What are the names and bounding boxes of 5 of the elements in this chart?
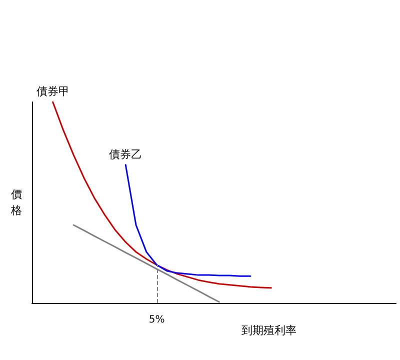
text: 5%: [148, 314, 165, 326]
series-label: 債券乙: [109, 148, 142, 161]
series-label: 債券甲: [36, 85, 70, 98]
y-axis-title: 價格: [10, 188, 22, 217]
x-axis-title: 到期殖利率: [242, 324, 296, 337]
